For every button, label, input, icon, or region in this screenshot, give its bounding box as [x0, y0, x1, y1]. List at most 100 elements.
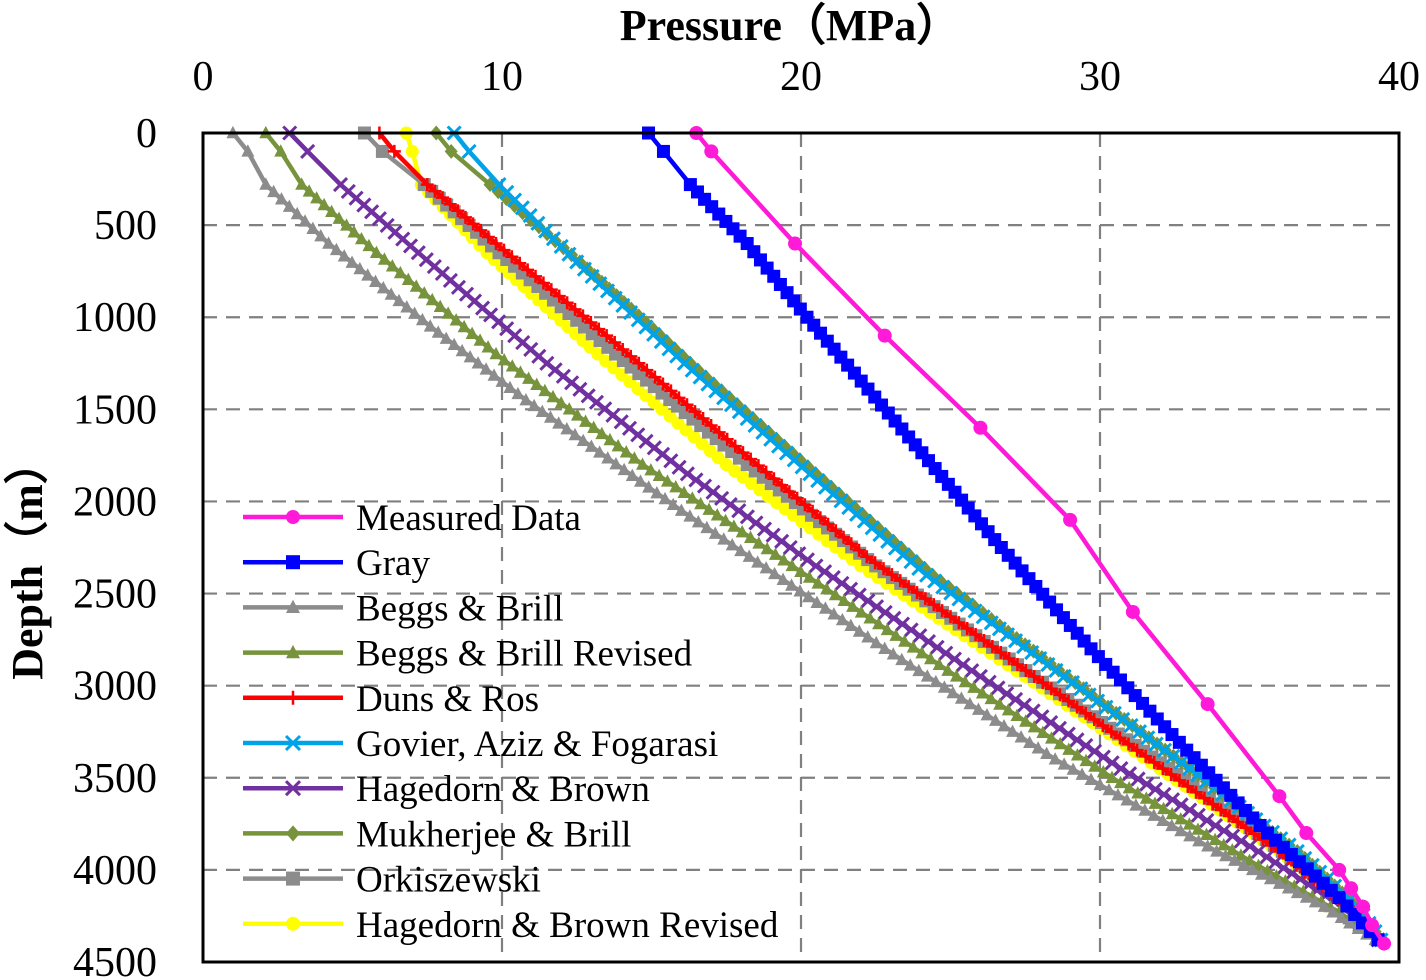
data-point — [720, 432, 734, 446]
data-point — [433, 299, 447, 312]
data-point — [854, 605, 868, 618]
data-point — [1023, 735, 1037, 748]
data-point — [640, 363, 654, 377]
data-point — [1308, 894, 1322, 908]
data-point — [799, 552, 815, 568]
data-point — [369, 274, 382, 287]
data-point — [489, 237, 503, 251]
data-point — [1025, 703, 1041, 719]
data-point — [425, 292, 439, 306]
data-point — [1006, 724, 1020, 737]
data-point — [927, 573, 943, 589]
data-point — [601, 451, 615, 464]
data-point — [1027, 719, 1041, 733]
y-tick-label: 500 — [94, 203, 157, 249]
data-point — [880, 622, 894, 636]
data-point — [846, 599, 860, 612]
data-point — [361, 268, 375, 281]
data-point — [325, 204, 339, 218]
legend-label: Duns & Ros — [356, 679, 539, 720]
data-point — [1036, 725, 1050, 738]
data-point — [627, 451, 641, 464]
data-point — [458, 210, 472, 224]
data-point — [785, 558, 799, 572]
data-point — [428, 184, 442, 198]
data-point — [1130, 743, 1144, 757]
data-point — [820, 582, 834, 595]
data-point — [1317, 899, 1331, 912]
data-point — [1087, 712, 1101, 726]
data-point — [536, 276, 550, 290]
data-point — [929, 639, 945, 655]
data-point — [354, 231, 368, 245]
x-tick-label: 0 — [193, 54, 214, 100]
data-point — [935, 604, 949, 618]
data-point — [801, 589, 815, 603]
data-point — [592, 322, 606, 336]
data-point — [1008, 633, 1024, 649]
data-point — [993, 697, 1007, 710]
data-point — [768, 566, 782, 580]
data-point — [1173, 754, 1189, 770]
data-point — [1147, 755, 1161, 769]
data-point — [735, 524, 749, 538]
data-point — [295, 177, 309, 190]
data-point — [443, 197, 457, 211]
data-point — [975, 609, 991, 625]
data-point — [806, 504, 820, 518]
data-point — [788, 236, 803, 251]
data-point — [466, 217, 480, 231]
data-point — [708, 526, 722, 539]
legend-item-govier-aziz-fogarasi: Govier, Aziz & Fogarasi — [243, 724, 718, 765]
data-point — [1219, 848, 1233, 862]
data-point — [1214, 803, 1228, 817]
data-point — [785, 578, 799, 591]
data-point — [742, 549, 756, 562]
data-point — [1344, 881, 1359, 896]
data-point — [825, 569, 841, 586]
data-point — [1164, 767, 1178, 781]
data-point — [993, 618, 1007, 634]
data-point — [714, 490, 730, 506]
data-point — [1148, 736, 1164, 752]
data-point — [869, 635, 883, 649]
data-point — [1007, 691, 1024, 708]
data-point — [843, 581, 859, 597]
data-point — [1237, 858, 1251, 871]
data-point — [1326, 905, 1340, 918]
legend-item-duns-ros: Duns & Ros — [243, 679, 539, 720]
data-point — [851, 587, 867, 603]
data-point — [958, 674, 972, 688]
data-point — [1056, 668, 1072, 685]
data-point — [608, 336, 622, 350]
data-point — [981, 674, 997, 690]
data-point — [449, 313, 463, 326]
data-point — [952, 616, 966, 630]
data-point — [1192, 834, 1206, 847]
data-point — [1084, 772, 1098, 786]
data-point — [603, 432, 617, 446]
data-point — [576, 309, 590, 323]
series-hagedorn-brown — [282, 125, 1386, 948]
data-point — [1183, 828, 1197, 842]
data-point — [1147, 808, 1161, 821]
legend-item-beggs-brill-revised: Beggs & Brill Revised — [243, 634, 693, 675]
data-point — [1078, 737, 1094, 754]
data-point — [521, 263, 535, 277]
data-point — [912, 663, 926, 677]
data-point — [777, 553, 791, 566]
data-point — [924, 651, 938, 665]
legend-item-measured-data: Measured Data — [243, 498, 581, 539]
data-point — [654, 328, 668, 344]
data-point — [918, 592, 932, 606]
y-tick-label: 3000 — [73, 664, 157, 710]
data-point — [1125, 604, 1140, 619]
data-point — [852, 624, 866, 637]
data-point — [616, 342, 630, 356]
data-point — [1105, 770, 1119, 783]
data-point — [1139, 749, 1153, 763]
data-point — [932, 657, 946, 671]
data-point — [658, 491, 672, 505]
data-point — [1051, 720, 1068, 736]
data-point — [274, 192, 288, 205]
